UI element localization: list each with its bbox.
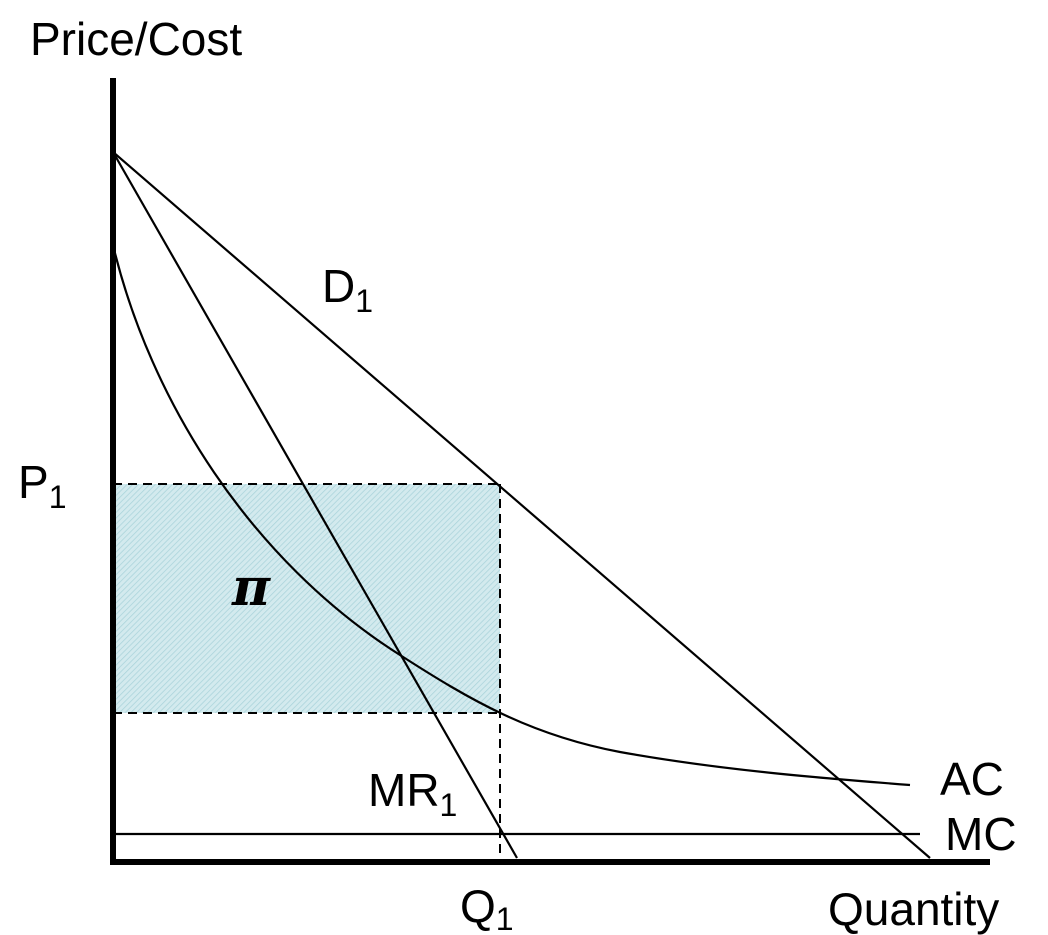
marginal-cost-label: MC — [945, 808, 1017, 860]
marginal-revenue-curve — [112, 151, 518, 859]
demand-label: D1 — [322, 260, 373, 319]
x-axis-label: Quantity — [828, 883, 999, 935]
y-axis-label: Price/Cost — [30, 13, 242, 65]
price-label: P1 — [18, 456, 66, 515]
quantity-label: Q1 — [460, 880, 514, 935]
demand-curve — [112, 151, 931, 859]
average-cost-label: AC — [940, 753, 1004, 805]
average-cost-curve — [111, 244, 911, 787]
profit-label: π — [231, 557, 271, 618]
profit-area — [113, 484, 500, 713]
marginal-revenue-label: MR1 — [368, 764, 457, 823]
